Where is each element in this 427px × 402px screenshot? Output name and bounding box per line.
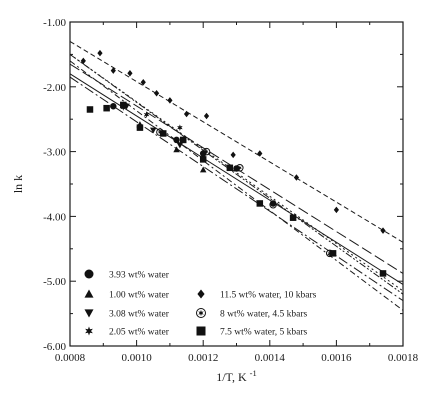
fit-line-1-00-wt-water (69, 76, 404, 302)
data-points (80, 49, 387, 277)
legend-label: 7.5 wt% water, 5 kbars (220, 328, 308, 338)
point-8-wt-water-4-5-kbars-2 (202, 147, 211, 156)
point-3-08-wt-water-2 (150, 127, 157, 134)
y-tick-label: -2.00 (43, 82, 66, 94)
point-7-5-wt-water-5-kbars-10 (289, 214, 297, 221)
point-11-5-wt-water-10-kbars-8 (183, 110, 190, 118)
x-axis-label-exponent: -1 (250, 368, 257, 378)
y-tick-label: -5.00 (43, 276, 66, 288)
legend-item-2-05-wt-water: 2.05 wt% water (85, 326, 170, 338)
point-7-5-wt-water-5-kbars-11 (329, 250, 337, 257)
legend-marker-star (85, 326, 93, 336)
legend-marker-diamond (197, 289, 205, 299)
x-axis-label-text: 1/T, K (216, 370, 247, 384)
legend-label: 2.05 wt% water (109, 328, 170, 338)
point-11-5-wt-water-10-kbars-10 (230, 151, 236, 159)
point-11-5-wt-water-10-kbars-1 (80, 57, 86, 65)
fit-line-11-5-wt-water-10-kbars (69, 41, 404, 243)
legend-label: 3.93 wt% water (109, 271, 170, 281)
legend-item-11-5-wt-water-10-kbars: 11.5 wt% water, 10 kbars (197, 289, 317, 301)
point-11-5-wt-water-10-kbars-3 (110, 67, 116, 74)
fit-line-7-5-wt-water-5-kbars (69, 53, 404, 292)
legend-item-3-08-wt-water: 3.08 wt% water (84, 309, 170, 320)
x-tick-label: 0.0014 (255, 352, 286, 364)
point-7-5-wt-water-5-kbars-4 (136, 124, 144, 131)
legend: 3.93 wt% water 1.00 wt% water 3.08 wt% wat… (84, 269, 317, 338)
point-11-5-wt-water-10-kbars-12 (293, 174, 300, 181)
point-8-wt-water-4-5-kbars-4 (269, 200, 277, 209)
fit-line-8-wt-water-4-5-kbars (69, 53, 404, 295)
y-tick-label: -3.00 (43, 147, 66, 159)
x-tick-label: 0.0008 (55, 352, 86, 364)
legend-label: 11.5 wt% water, 10 kbars (220, 291, 317, 301)
point-11-5-wt-water-10-kbars-13 (333, 206, 339, 214)
x-tick-label: 0.0018 (388, 352, 419, 364)
point-8-wt-water-4-5-kbars-3 (236, 164, 244, 172)
legend-label: 3.08 wt% water (109, 310, 170, 320)
legend-item-8-wt-water-4-5-kbars: 8 wt% water, 4.5 kbars (196, 308, 308, 320)
axis-ticks: 0.0008 0.0010 0.0012 0.0014 0.0016 0.0018 -1.0… (43, 17, 419, 364)
point-7-5-wt-water-5-kbars-8 (226, 164, 234, 172)
point-7-5-wt-water-5-kbars-9 (256, 200, 264, 207)
legend-marker-triangle-down (84, 309, 94, 318)
legend-marker-circle (84, 269, 94, 279)
point-1-00-wt-water-2 (173, 146, 180, 153)
x-tick-label: 0.0016 (321, 352, 352, 364)
point-7-5-wt-water-5-kbars-7 (199, 156, 207, 163)
point-3-93-wt-water-1 (110, 102, 117, 110)
y-tick-label: -4.00 (43, 211, 66, 223)
point-7-5-wt-water-5-kbars-12 (379, 270, 387, 277)
point-7-5-wt-water-5-kbars-5 (159, 130, 167, 137)
point-3-93-wt-water-4 (199, 150, 207, 157)
legend-marker-circled-star (196, 308, 206, 318)
point-7-5-wt-water-5-kbars-2 (103, 104, 110, 112)
point-7-5-wt-water-5-kbars-3 (120, 101, 127, 109)
legend-marker-square (196, 326, 206, 336)
point-11-5-wt-water-10-kbars-9 (203, 112, 210, 120)
point-11-5-wt-water-10-kbars-11 (257, 150, 263, 157)
legend-label: 1.00 wt% water (109, 291, 170, 301)
y-tick-label: -1.00 (43, 17, 66, 29)
point-11-5-wt-water-10-kbars-7 (167, 97, 173, 104)
point-7-5-wt-water-5-kbars-6 (179, 136, 187, 144)
point-11-5-wt-water-10-kbars-2 (97, 49, 103, 57)
point-2-05-wt-water-3 (177, 124, 183, 131)
x-tick-label: 0.0012 (188, 352, 218, 364)
point-7-5-wt-water-5-kbars-1 (86, 106, 94, 113)
point-1-00-wt-water-3 (199, 166, 207, 173)
legend-item-7-5-wt-water-5-kbars: 7.5 wt% water, 5 kbars (196, 326, 308, 338)
fit-line-3-08-wt-water (69, 60, 404, 311)
legend-item-3-93-wt-water: 3.93 wt% water (84, 269, 170, 281)
y-tick-label: -6.00 (43, 341, 66, 353)
point-11-5-wt-water-10-kbars-4 (127, 69, 133, 77)
point-11-5-wt-water-10-kbars-6 (153, 90, 160, 97)
legend-label: 8 wt% water, 4.5 kbars (220, 310, 308, 320)
point-2-05-wt-water-2 (143, 111, 150, 118)
point-3-93-wt-water-3 (173, 136, 180, 144)
point-11-5-wt-water-10-kbars-5 (140, 79, 146, 86)
point-11-5-wt-water-10-kbars-14 (380, 227, 386, 234)
legend-item-1-00-wt-water: 1.00 wt% water (84, 289, 170, 301)
x-tick-label: 0.0010 (121, 352, 152, 364)
y-axis-label: ln k (11, 175, 25, 193)
legend-marker-triangle-up (84, 289, 94, 298)
point-3-08-wt-water-3 (176, 142, 184, 149)
x-axis-label: 1/T, K -1 (216, 368, 257, 384)
